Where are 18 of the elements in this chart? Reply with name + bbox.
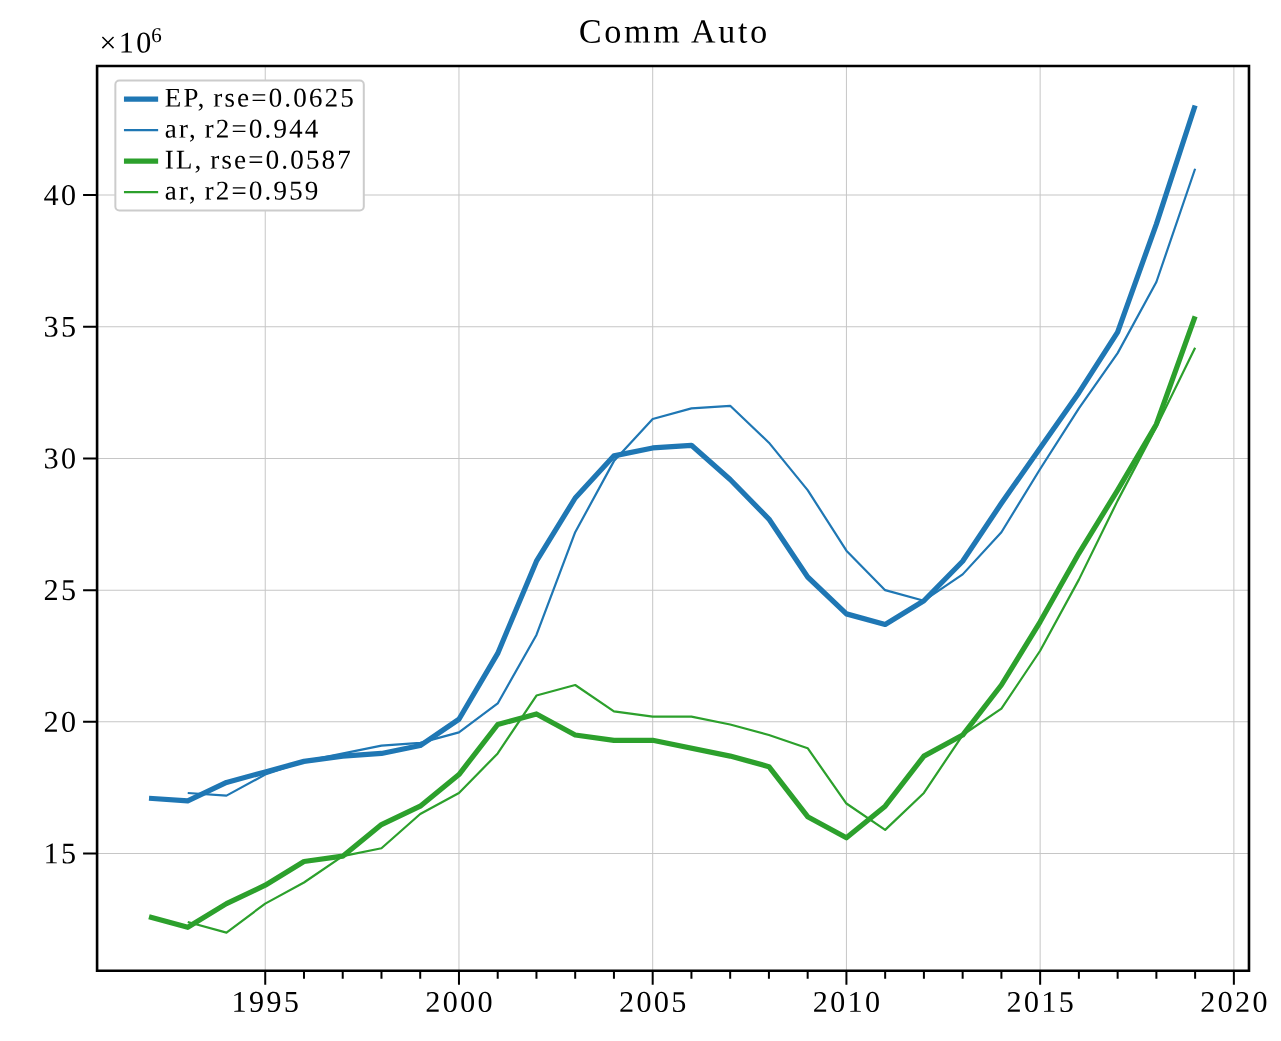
y-tick-label: 20 <box>44 711 75 733</box>
x-tick-label: 2020 <box>1201 991 1267 1013</box>
y-tick-label: 15 <box>46 843 75 864</box>
x-tick-label: 2000 <box>426 991 492 1013</box>
y-tick-label: 30 <box>45 448 75 469</box>
legend-label: ar, r2=0.959 <box>165 181 318 204</box>
legend-label: ar, r2=0.944 <box>165 119 318 142</box>
x-tick-label: 2010 <box>814 991 879 1013</box>
x-tick-label: 2005 <box>620 991 686 1013</box>
y-tick-label: 25 <box>44 580 75 601</box>
chart-title: Comm Auto <box>580 20 766 44</box>
text: ×10$^{6}$ <box>101 28 162 53</box>
y-tick-label: 40 <box>44 185 75 206</box>
legend-label: EP, rse=0.0625 <box>165 88 353 111</box>
x-tick-label: 1995 <box>234 991 298 1013</box>
y-tick-label: 35 <box>45 316 75 337</box>
legend-label: IL, rse=0.0587 <box>165 150 350 173</box>
x-tick-label: 2015 <box>1007 991 1073 1013</box>
